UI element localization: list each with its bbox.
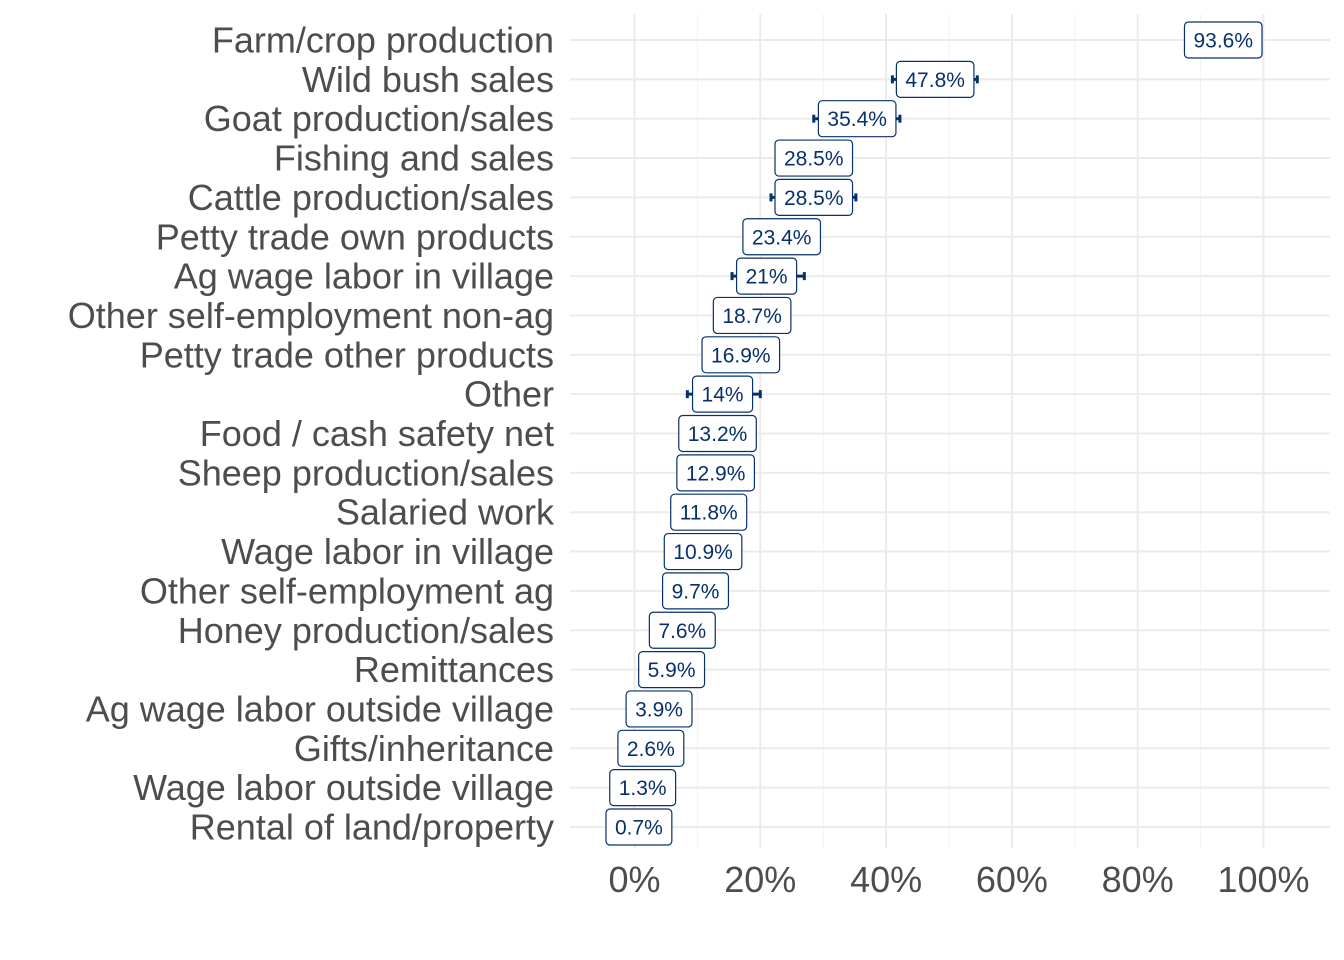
data-label: 13.2% [678, 414, 757, 453]
data-label: 12.9% [676, 454, 756, 492]
data-label-box [625, 690, 693, 728]
data-label: 35.4% [817, 100, 897, 138]
data-label-box [1183, 21, 1263, 59]
data-label-text: 5.9% [648, 659, 696, 682]
category-label: Gifts/inheritance [294, 728, 554, 769]
data-label-text: 14% [702, 384, 744, 407]
data-label-text: 13.2% [688, 423, 748, 446]
category-label: Food / cash safety net [200, 413, 554, 454]
data-label-text: 11.8% [680, 502, 738, 525]
data-label-text: 93.6% [1193, 30, 1253, 53]
data-label-box [661, 572, 730, 610]
data-label: 47.8% [895, 60, 975, 98]
data-label-text: 10.9% [673, 541, 733, 564]
category-label: Salaried work [336, 492, 555, 533]
data-label-text: 28.5% [784, 148, 844, 171]
category-label: Sheep production/sales [178, 452, 554, 493]
category-label: Farm/crop production [212, 20, 554, 61]
data-label-box [678, 414, 757, 453]
data-label-text: 1.3% [619, 777, 667, 800]
category-label: Ag wage labor outside village [86, 688, 554, 729]
category-label: Remittances [354, 649, 554, 690]
x-tick-label: 80% [1102, 859, 1174, 900]
data-label: 7.6% [648, 611, 716, 649]
x-tick-label: 0% [608, 859, 660, 900]
data-label: 28.5% [774, 178, 854, 216]
x-tick-label: 40% [850, 859, 922, 900]
data-label-box [670, 493, 748, 531]
data-label-text: 3.9% [635, 698, 683, 721]
category-label: Honey production/sales [178, 610, 554, 651]
data-label-box [605, 808, 673, 846]
data-label-box [774, 139, 854, 177]
category-label: Rental of land/property [190, 807, 554, 848]
data-label: 5.9% [638, 650, 706, 689]
data-label-box [648, 611, 716, 649]
data-label-box [774, 178, 854, 216]
category-label: Petty trade own products [156, 216, 554, 257]
data-label: 1.3% [609, 769, 677, 807]
x-axis: 0% 20% 40% 60% 80% 100% [608, 859, 1309, 900]
category-label: Other self-employment non-ag [68, 295, 554, 336]
category-label: Ag wage labor in village [174, 256, 554, 297]
data-label: 14% [691, 375, 754, 413]
data-label: 2.6% [617, 729, 685, 767]
data-label-text: 7.6% [658, 620, 706, 643]
data-label-box [691, 375, 754, 413]
data-label: 0.7% [605, 808, 673, 846]
data-label-box [712, 296, 792, 335]
data-label: 3.9% [625, 690, 693, 728]
data-label-text: 47.8% [905, 69, 965, 92]
category-label: Petty trade other products [140, 334, 554, 375]
data-label: 9.7% [661, 572, 730, 610]
data-label-text: 18.7% [722, 305, 782, 328]
data-label: 21% [735, 257, 798, 295]
x-tick-label: 100% [1217, 859, 1309, 900]
data-label-text: 28.5% [784, 187, 844, 210]
data-label: 23.4% [742, 218, 822, 256]
data-label-text: 2.6% [627, 738, 675, 761]
data-label-box [742, 218, 822, 256]
category-label: Other self-employment ag [140, 570, 554, 611]
data-label-text: 23.4% [752, 226, 812, 249]
category-label: Goat production/sales [204, 98, 554, 139]
x-tick-label: 20% [724, 859, 796, 900]
data-label-box [638, 650, 706, 689]
category-label: Wage labor in village [221, 531, 554, 572]
data-label-box [817, 100, 897, 138]
data-label-text: 0.7% [615, 817, 663, 840]
data-label-text: 16.9% [711, 344, 771, 367]
data-label-box [663, 532, 743, 571]
data-label-box [735, 257, 798, 295]
data-label: 93.6% [1183, 21, 1263, 59]
data-label-box [895, 60, 975, 98]
data-label-text: 12.9% [686, 462, 746, 485]
x-tick-label: 60% [976, 859, 1048, 900]
data-label: 16.9% [701, 336, 781, 374]
data-label-box [617, 729, 685, 767]
data-label: 10.9% [663, 532, 743, 571]
data-label-box [701, 336, 781, 374]
data-label: 11.8% [670, 493, 748, 531]
data-label-box [609, 769, 677, 807]
data-label-box [676, 454, 756, 492]
data-label-text: 21% [746, 266, 788, 289]
data-label-text: 9.7% [672, 580, 720, 603]
category-label: Wild bush sales [302, 59, 554, 100]
data-label: 28.5% [774, 139, 854, 177]
data-label-text: 35.4% [827, 108, 887, 131]
data-label: 18.7% [712, 296, 792, 335]
category-label: Fishing and sales [274, 138, 554, 179]
category-label: Cattle production/sales [188, 177, 554, 218]
data-labels: 93.6% 47.8% 35.4% 28.5% 28.5% 23.4% 21% 18.7% 16… [605, 21, 1263, 846]
category-label: Other [464, 374, 554, 415]
category-label: Wage labor outside village [133, 767, 554, 808]
